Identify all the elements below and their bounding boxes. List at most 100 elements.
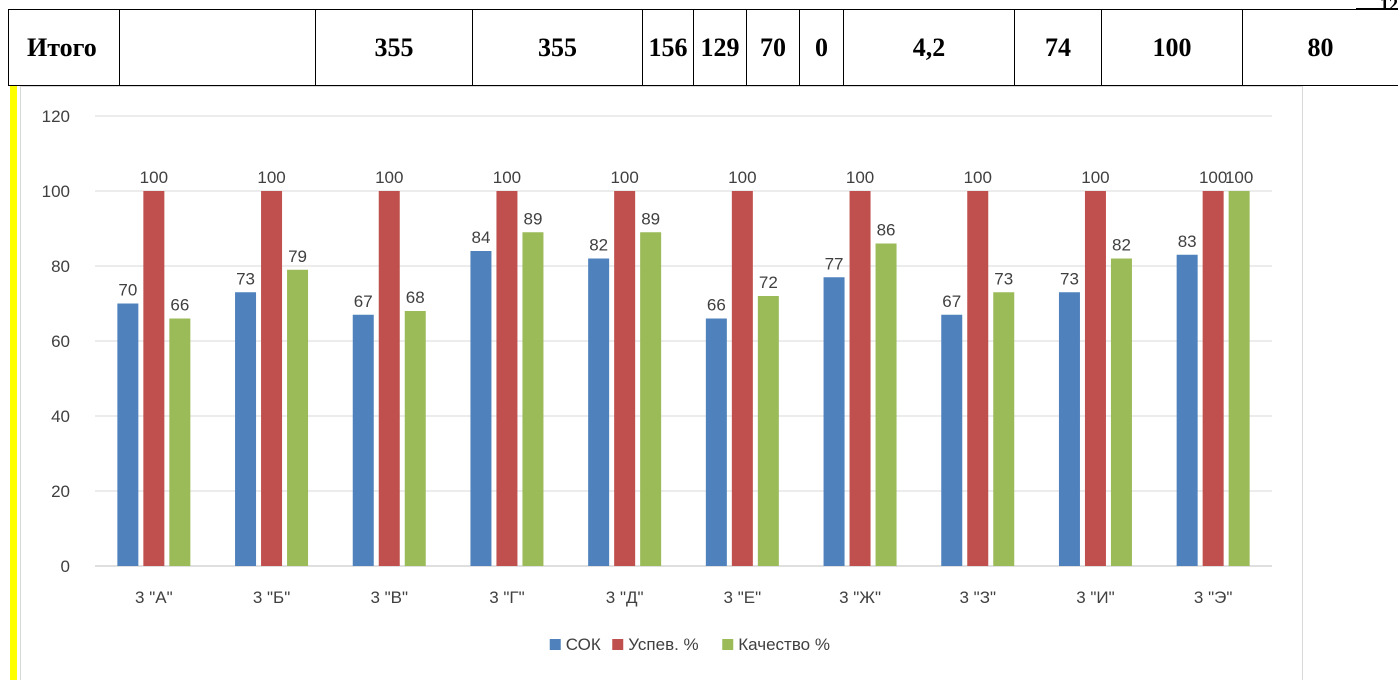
data-label: 89	[523, 209, 542, 228]
legend-swatch	[722, 639, 734, 650]
x-tick-label: 3 "В"	[370, 588, 408, 607]
bar	[1110, 258, 1132, 566]
bar	[849, 191, 871, 566]
data-label: 72	[759, 273, 778, 292]
data-label: 82	[1112, 236, 1131, 255]
bar	[404, 311, 426, 566]
summary-cell: 355	[315, 9, 473, 86]
bar	[235, 292, 257, 566]
summary-table: Итого 355 355 156 129 70 0 4,2 74 100 80	[8, 9, 1398, 86]
data-label: 70	[118, 281, 137, 300]
data-label: 100	[257, 168, 285, 187]
x-tick-label: 3 "Э"	[1194, 588, 1232, 607]
bar	[352, 314, 374, 566]
summary-cell: 129	[693, 9, 747, 86]
yellow-margin-bar	[10, 86, 17, 680]
y-tick-label: 0	[61, 557, 70, 576]
data-label: 100	[728, 168, 756, 187]
x-tick-label: 3 "Г"	[489, 588, 524, 607]
data-label: 83	[1178, 232, 1197, 251]
x-tick-label: 3 "И"	[1076, 588, 1114, 607]
bar	[1084, 191, 1106, 566]
data-label: 73	[994, 269, 1013, 288]
bar	[993, 292, 1015, 566]
bar	[1058, 292, 1080, 566]
bar	[757, 296, 779, 566]
bar	[967, 191, 989, 566]
bar	[496, 191, 518, 566]
summary-cell: 70	[746, 9, 800, 86]
bar	[378, 191, 400, 566]
bar	[875, 243, 897, 566]
data-label: 82	[589, 236, 608, 255]
legend-label: Успев. %	[628, 635, 698, 654]
top-rule	[1356, 8, 1398, 9]
data-label: 100	[846, 168, 874, 187]
legend-swatch	[612, 639, 624, 650]
y-axis-labels: 0 20 40 60 80 100 120	[42, 107, 70, 576]
legend-swatch	[549, 639, 561, 650]
bar	[522, 232, 544, 566]
x-tick-label: 3 "А"	[135, 588, 173, 607]
x-tick-label: 3 "Ж"	[839, 588, 881, 607]
data-label: 100	[493, 168, 521, 187]
data-label: 84	[471, 228, 490, 247]
y-tick-label: 120	[42, 107, 70, 126]
bar	[705, 318, 727, 566]
data-label: 100	[964, 168, 992, 187]
summary-label: Итого	[8, 9, 120, 86]
summary-cell: 100	[1101, 9, 1243, 86]
bar	[1228, 191, 1250, 566]
bar	[941, 314, 963, 566]
y-tick-label: 100	[42, 182, 70, 201]
bar	[1202, 191, 1224, 566]
data-label: 79	[288, 247, 307, 266]
bar	[287, 269, 309, 566]
data-label: 89	[641, 209, 660, 228]
data-label: 100	[1199, 168, 1227, 187]
data-label: 67	[354, 292, 373, 311]
legend-label: СОК	[566, 635, 601, 654]
bar	[823, 277, 845, 566]
data-label: 100	[1225, 168, 1253, 187]
data-label: 67	[942, 292, 961, 311]
chart-legend: СОК Успев. % Качество %	[549, 635, 830, 654]
bar	[470, 251, 492, 566]
data-label: 77	[825, 254, 844, 273]
summary-cell: 80	[1242, 9, 1398, 86]
data-label: 66	[707, 296, 726, 315]
summary-cell: 4,2	[843, 9, 1015, 86]
bar	[614, 191, 636, 566]
data-label: 73	[236, 269, 255, 288]
data-label: 100	[610, 168, 638, 187]
data-labels: 70 100 66 73 100 79 67 100 68 84 100 89 82 100 89 66 100…	[118, 168, 1253, 315]
bar	[1176, 254, 1198, 566]
chart-bars	[117, 191, 1250, 566]
x-tick-label: 3 "Д"	[606, 588, 644, 607]
summary-cell	[119, 9, 316, 86]
data-label: 100	[140, 168, 168, 187]
bar	[731, 191, 753, 566]
bar	[143, 191, 165, 566]
x-axis-labels: 3 "А" 3 "Б" 3 "В" 3 "Г" 3 "Д" 3 "Е" 3 "Ж" 3 "З"…	[135, 588, 1232, 607]
data-label: 100	[375, 168, 403, 187]
bar	[169, 318, 191, 566]
data-label: 68	[406, 288, 425, 307]
y-tick-label: 40	[51, 407, 70, 426]
legend-label: Качество %	[738, 635, 830, 654]
bar	[117, 303, 139, 566]
bar	[261, 191, 283, 566]
x-tick-label: 3 "Е"	[724, 588, 762, 607]
data-label: 86	[877, 221, 896, 240]
x-tick-label: 3 "З"	[959, 588, 996, 607]
summary-cell: 355	[472, 9, 643, 86]
x-tick-label: 3 "Б"	[253, 588, 290, 607]
data-label: 66	[170, 296, 189, 315]
bar	[640, 232, 662, 566]
data-label: 100	[1081, 168, 1109, 187]
summary-row: Итого 355 355 156 129 70 0 4,2 74 100 80	[8, 9, 1398, 86]
bar	[588, 258, 610, 566]
y-tick-label: 80	[51, 257, 70, 276]
summary-cell: 0	[799, 9, 844, 86]
